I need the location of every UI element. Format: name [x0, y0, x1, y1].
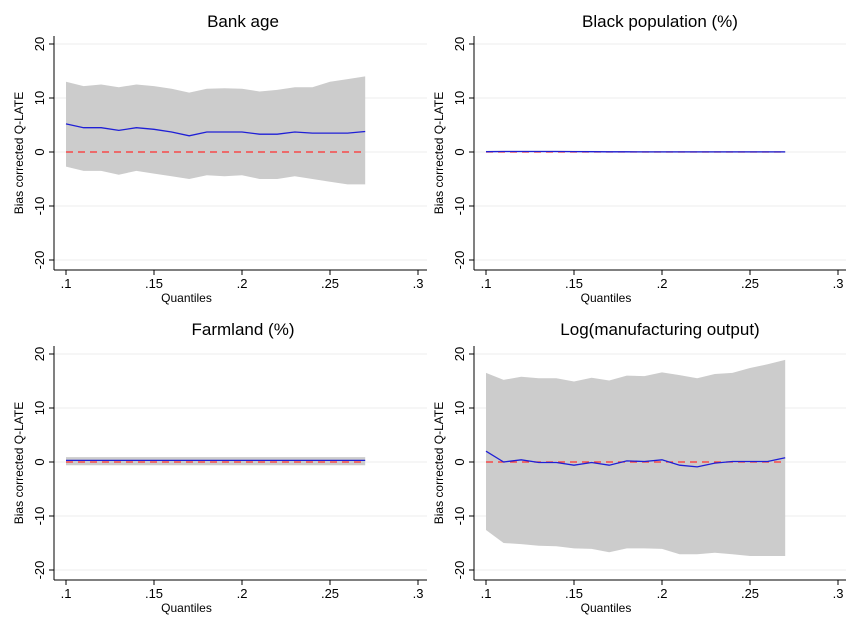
- x-tick-label: .2: [237, 586, 248, 601]
- y-tick-label: 0: [32, 148, 47, 155]
- x-tick-label: .1: [481, 276, 492, 291]
- y-tick-label: 10: [32, 91, 47, 105]
- x-tick-label: .25: [321, 276, 339, 291]
- chart-panel: -20 -10 0 10 20 .1 .15 .2 .25 .3 Black population …: [432, 12, 846, 305]
- y-tick-label: 0: [32, 458, 47, 465]
- x-tick-label: .1: [61, 276, 72, 291]
- y-tick-label: -20: [452, 561, 467, 580]
- y-tick-label: -10: [452, 197, 467, 216]
- x-tick-label: .3: [833, 276, 844, 291]
- estimate-line: [485, 450, 786, 468]
- y-tick-label: -10: [452, 507, 467, 526]
- x-tick-label: .1: [61, 586, 72, 601]
- x-tick-label: .3: [833, 586, 844, 601]
- y-tick-label: 10: [32, 401, 47, 415]
- x-tick-label: .15: [145, 276, 163, 291]
- x-tick-label: .15: [565, 586, 583, 601]
- y-tick-label: -20: [32, 561, 47, 580]
- x-tick-label: .25: [741, 276, 759, 291]
- y-tick-label: 20: [452, 37, 467, 51]
- panel-title: Farmland (%): [192, 320, 295, 339]
- x-tick-label: .3: [413, 276, 424, 291]
- x-tick-label: .15: [565, 276, 583, 291]
- y-axis-title: Bias corrected Q-LATE: [432, 92, 446, 214]
- chart-panel: -20 -10 0 10 20 .1 .15 .2 .25 .3 Bank age Quantiles…: [12, 12, 427, 305]
- x-axis-title: Quantiles: [581, 291, 632, 305]
- x-axis-title: Quantiles: [581, 601, 632, 615]
- x-tick-label: .15: [145, 586, 163, 601]
- y-axis-title: Bias corrected Q-LATE: [12, 92, 26, 214]
- x-tick-label: .25: [321, 586, 339, 601]
- y-axis-title: Bias corrected Q-LATE: [12, 402, 26, 524]
- y-tick-label: 0: [452, 148, 467, 155]
- y-tick-label: 10: [452, 91, 467, 105]
- x-axis-title: Quantiles: [161, 601, 212, 615]
- panel-title: Bank age: [207, 12, 279, 31]
- y-tick-label: -10: [32, 507, 47, 526]
- y-tick-label: 20: [452, 347, 467, 361]
- chart-panel: -20 -10 0 10 20 .1 .15 .2 .25 .3 Log(manufacturing…: [432, 320, 846, 615]
- y-tick-label: -20: [452, 251, 467, 270]
- confidence-band: [486, 359, 786, 556]
- estimate-line: [65, 123, 366, 137]
- y-tick-label: 10: [452, 401, 467, 415]
- x-tick-label: .25: [741, 586, 759, 601]
- chart-panel: -20 -10 0 10 20 .1 .15 .2 .25 .3 Farmland (%) Quant…: [12, 320, 427, 615]
- x-tick-label: .2: [657, 276, 668, 291]
- y-tick-label: 20: [32, 37, 47, 51]
- y-tick-label: -20: [32, 251, 47, 270]
- x-axis-title: Quantiles: [161, 291, 212, 305]
- x-tick-label: .3: [413, 586, 424, 601]
- x-tick-label: .2: [657, 586, 668, 601]
- x-tick-label: .2: [237, 276, 248, 291]
- y-tick-label: 0: [452, 458, 467, 465]
- x-tick-label: .1: [481, 586, 492, 601]
- panel-title: Black population (%): [582, 12, 738, 31]
- panel-title: Log(manufacturing output): [560, 320, 759, 339]
- y-tick-label: 20: [32, 347, 47, 361]
- y-tick-label: -10: [32, 197, 47, 216]
- y-axis-title: Bias corrected Q-LATE: [432, 402, 446, 524]
- confidence-band: [66, 457, 366, 466]
- confidence-band: [66, 76, 366, 185]
